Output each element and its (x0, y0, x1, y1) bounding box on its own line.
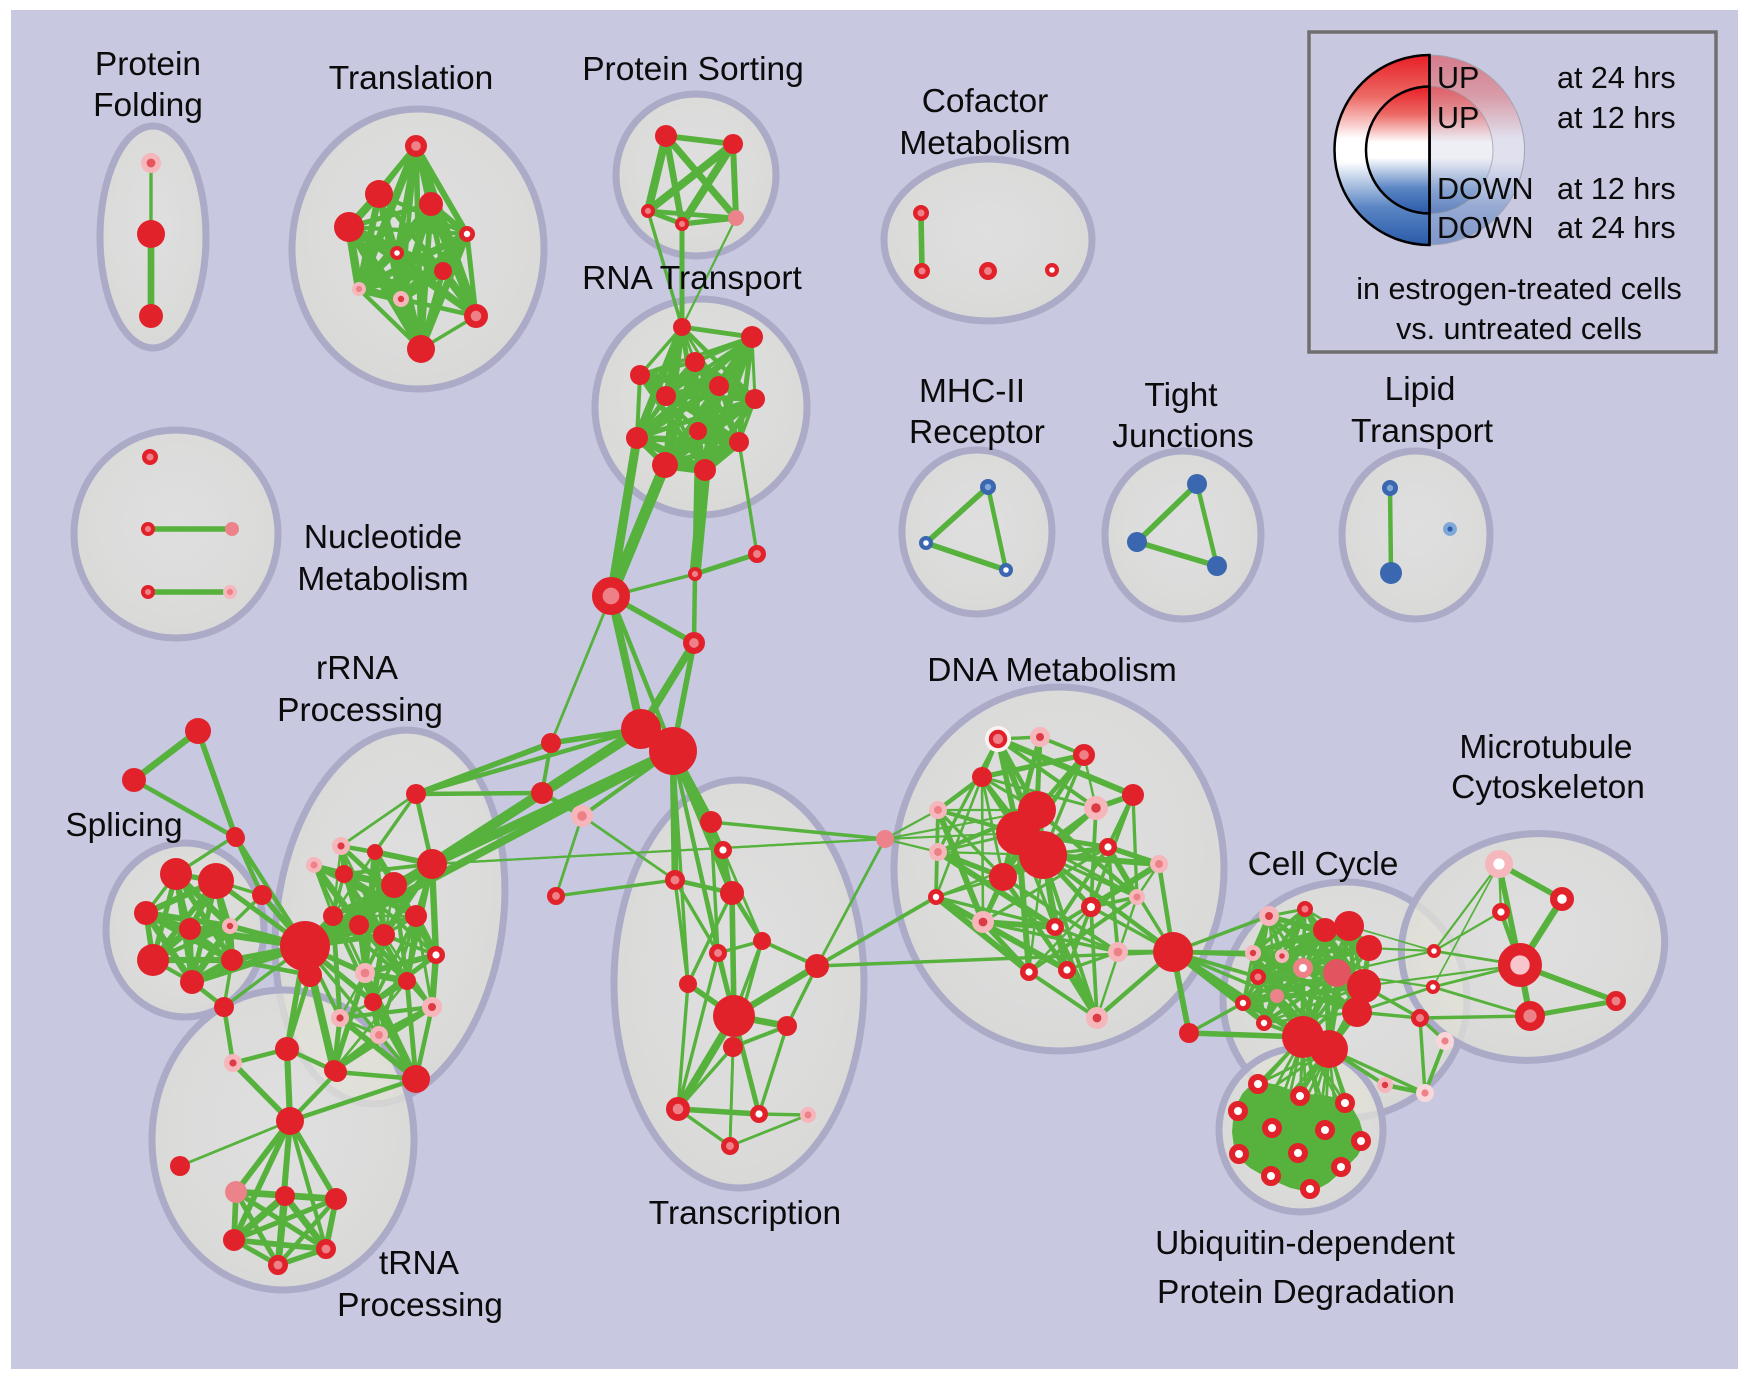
svg-text:UP: UP (1437, 61, 1479, 95)
svg-text:Metabolism: Metabolism (899, 125, 1070, 162)
svg-text:Receptor: Receptor (909, 414, 1045, 451)
svg-text:Transport: Transport (1351, 413, 1494, 450)
svg-text:Tight: Tight (1144, 377, 1218, 414)
svg-text:UP: UP (1437, 101, 1479, 135)
svg-text:Metabolism: Metabolism (297, 561, 468, 598)
svg-text:DOWN: DOWN (1437, 172, 1534, 206)
svg-text:at 24 hrs: at 24 hrs (1557, 61, 1676, 95)
svg-text:Cell Cycle: Cell Cycle (1248, 846, 1399, 883)
svg-text:Splicing: Splicing (65, 807, 182, 844)
svg-text:vs. untreated cells: vs. untreated cells (1396, 312, 1642, 346)
svg-text:Cofactor: Cofactor (922, 83, 1049, 120)
svg-text:RNA Transport: RNA Transport (582, 260, 802, 297)
svg-text:rRNA: rRNA (316, 650, 399, 687)
svg-text:Transcription: Transcription (649, 1195, 841, 1232)
svg-text:tRNA: tRNA (379, 1245, 460, 1282)
svg-text:Ubiquitin-dependent: Ubiquitin-dependent (1155, 1225, 1456, 1262)
svg-text:MHC-II: MHC-II (919, 373, 1025, 410)
svg-text:Microtubule: Microtubule (1459, 729, 1632, 766)
svg-text:Processing: Processing (337, 1287, 503, 1324)
svg-text:at 12 hrs: at 12 hrs (1557, 172, 1676, 206)
svg-text:Folding: Folding (93, 87, 203, 124)
svg-text:Nucleotide: Nucleotide (304, 519, 462, 556)
svg-text:DNA Metabolism: DNA Metabolism (927, 652, 1176, 689)
svg-text:at 12 hrs: at 12 hrs (1557, 101, 1676, 135)
svg-text:Protein: Protein (95, 46, 201, 83)
svg-text:Lipid: Lipid (1385, 371, 1456, 408)
svg-text:DOWN: DOWN (1437, 211, 1534, 245)
svg-text:at 24 hrs: at 24 hrs (1557, 211, 1676, 245)
svg-text:Translation: Translation (329, 60, 493, 97)
svg-text:Protein Degradation: Protein Degradation (1157, 1274, 1455, 1311)
svg-text:Processing: Processing (277, 692, 443, 729)
svg-text:in estrogen-treated cells: in estrogen-treated cells (1356, 272, 1682, 306)
svg-text:Cytoskeleton: Cytoskeleton (1451, 769, 1645, 806)
svg-text:Protein Sorting: Protein Sorting (582, 51, 804, 88)
svg-text:Junctions: Junctions (1112, 418, 1254, 455)
